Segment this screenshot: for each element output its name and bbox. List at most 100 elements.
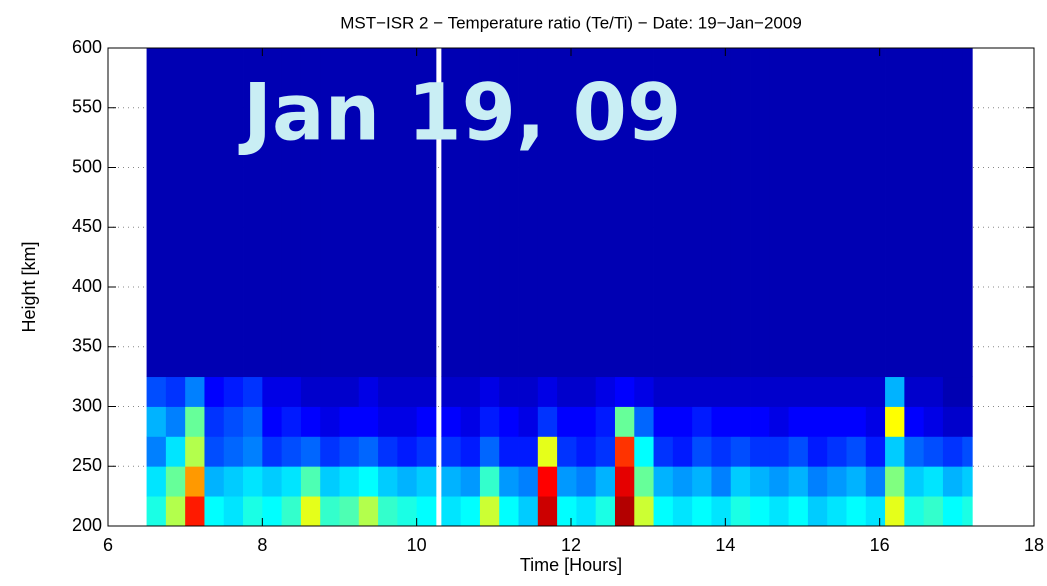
- heatmap-cell: [185, 406, 205, 437]
- x-tick-label: 6: [103, 535, 113, 555]
- heatmap-cell: [672, 496, 693, 527]
- heatmap-cell: [460, 406, 481, 437]
- heatmap-cell: [788, 48, 809, 378]
- heatmap-cell: [788, 466, 809, 497]
- y-axis-label: Height [km]: [19, 241, 39, 332]
- heatmap-cell: [807, 376, 828, 407]
- heatmap-cell: [576, 48, 597, 378]
- heatmap-cell: [460, 48, 481, 378]
- heatmap-cell: [204, 406, 225, 437]
- heatmap-cell: [846, 48, 867, 378]
- heatmap-cell: [576, 406, 597, 437]
- heatmap-cell: [378, 466, 398, 497]
- heatmap-cell: [942, 376, 963, 407]
- heatmap-cell: [614, 436, 635, 467]
- heatmap-cell: [460, 376, 481, 407]
- heatmap-cell: [807, 48, 828, 378]
- heatmap-cell: [653, 466, 674, 497]
- heatmap-cell: [730, 406, 751, 437]
- heatmap-cell: [441, 496, 462, 527]
- heatmap-cell: [904, 436, 925, 467]
- heatmap-cell: [865, 376, 886, 407]
- heatmap-cell: [846, 436, 867, 467]
- heatmap-cell: [358, 436, 379, 467]
- heatmap-cell: [441, 466, 462, 497]
- heatmap-cell: [281, 376, 302, 407]
- heatmap-cell: [441, 436, 462, 467]
- heatmap-cell: [378, 496, 398, 527]
- heatmap-cell: [885, 406, 905, 437]
- heatmap-cell: [962, 406, 973, 437]
- heatmap-cell: [614, 406, 635, 437]
- heatmap-cell: [165, 376, 186, 407]
- heatmap-cell: [146, 436, 167, 467]
- heatmap-cell: [595, 496, 616, 527]
- heatmap-cell: [711, 376, 732, 407]
- heatmap-cell: [672, 436, 693, 467]
- heatmap-cell: [865, 436, 886, 467]
- heatmap-cell: [634, 48, 654, 378]
- heatmap-cell: [788, 406, 809, 437]
- heatmap-cell: [885, 376, 905, 407]
- heatmap-cell: [750, 48, 770, 378]
- heatmap-cell: [827, 376, 847, 407]
- heatmap-cell: [378, 376, 398, 407]
- heatmap-cell: [479, 436, 500, 467]
- heatmap-cell: [339, 48, 360, 378]
- heatmap-cell: [595, 406, 616, 437]
- heatmap-cell: [807, 436, 828, 467]
- heatmap-cell: [865, 496, 886, 527]
- heatmap-cell: [499, 496, 519, 527]
- heatmap-cell: [750, 466, 770, 497]
- heatmap-cell: [358, 48, 379, 378]
- heatmap-cell: [479, 406, 500, 437]
- heatmap-cell: [942, 496, 963, 527]
- heatmap-cell: [479, 376, 500, 407]
- heatmap-cell: [185, 376, 205, 407]
- heatmap-cell: [300, 376, 321, 407]
- heatmap-cell: [518, 466, 539, 497]
- heatmap-cell: [460, 496, 481, 527]
- heatmap-cell: [378, 406, 398, 437]
- heatmap-cell: [827, 436, 847, 467]
- heatmap-cell: [711, 406, 732, 437]
- heatmap-cell: [416, 406, 437, 437]
- heatmap-cell: [904, 496, 925, 527]
- y-tick-label: 550: [72, 97, 102, 117]
- heatmap-cell: [537, 376, 558, 407]
- heatmap-cell: [750, 376, 770, 407]
- heatmap-cell: [962, 376, 973, 407]
- heatmap-cell: [692, 436, 712, 467]
- heatmap-cell: [807, 466, 828, 497]
- heatmap-cell: [711, 466, 732, 497]
- heatmap-cell: [537, 466, 558, 497]
- heatmap-cell: [146, 376, 167, 407]
- heatmap-cell: [518, 48, 539, 378]
- heatmap-cell: [904, 376, 925, 407]
- heatmap-cell: [634, 496, 654, 527]
- y-tick-label: 300: [72, 395, 102, 415]
- heatmap-cell: [204, 48, 225, 378]
- heatmap-cell: [262, 406, 283, 437]
- heatmap-cell: [885, 48, 905, 378]
- heatmap-cell: [769, 406, 790, 437]
- heatmap-cell: [518, 376, 539, 407]
- heatmap-cell: [614, 466, 635, 497]
- heatmap-cell: [846, 496, 867, 527]
- heatmap-cell: [653, 48, 674, 378]
- heatmap-cell: [711, 48, 732, 378]
- heatmap-cell: [320, 496, 340, 527]
- y-tick-label: 350: [72, 336, 102, 356]
- heatmap-cell: [479, 466, 500, 497]
- heatmap-cell: [537, 496, 558, 527]
- y-tick-label: 200: [72, 515, 102, 535]
- heatmap-cell: [460, 436, 481, 467]
- heatmap-cell: [904, 406, 925, 437]
- heatmap-cell: [827, 48, 847, 378]
- heatmap-cell: [397, 48, 418, 378]
- heatmap-cell: [672, 406, 693, 437]
- heatmap-cell: [441, 48, 462, 378]
- heatmap-cell: [300, 48, 321, 378]
- heatmap-cell: [416, 436, 437, 467]
